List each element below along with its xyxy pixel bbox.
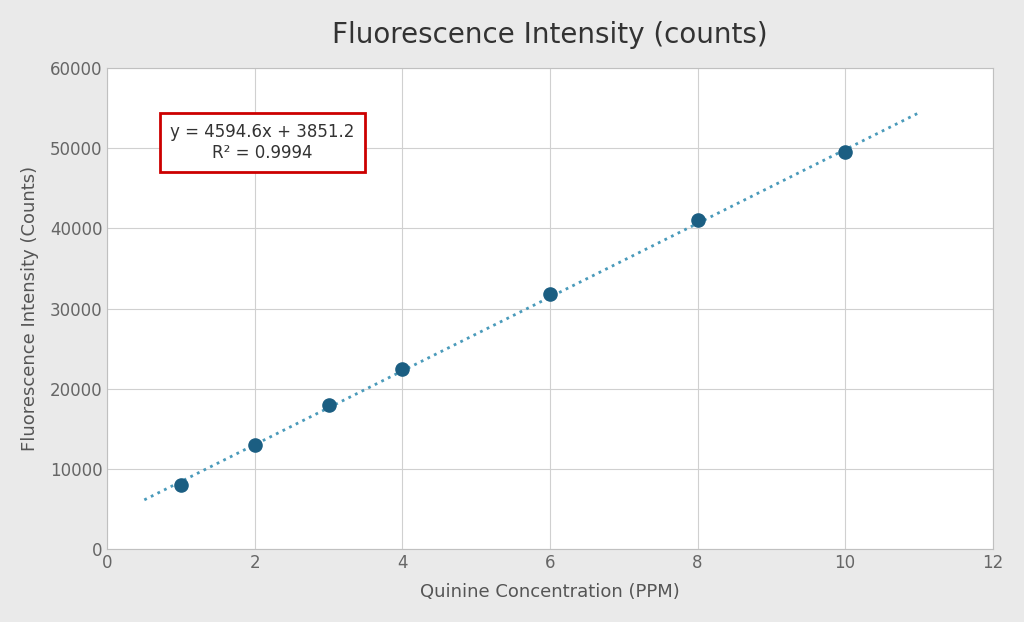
Y-axis label: Fluorescence Intensity (Counts): Fluorescence Intensity (Counts) (20, 166, 39, 451)
Point (542, 289, 558, 299)
Point (247, 440, 263, 450)
X-axis label: Quinine Concentration (PPM): Quinine Concentration (PPM) (420, 583, 680, 601)
Point (837, 147, 853, 157)
Title: Fluorescence Intensity (counts): Fluorescence Intensity (counts) (332, 21, 768, 49)
Point (173, 480, 189, 490)
Point (321, 400, 337, 410)
Text: y = 4594.6x + 3851.2
R² = 0.9994: y = 4594.6x + 3851.2 R² = 0.9994 (170, 123, 354, 162)
Point (394, 364, 411, 374)
Point (689, 215, 706, 225)
